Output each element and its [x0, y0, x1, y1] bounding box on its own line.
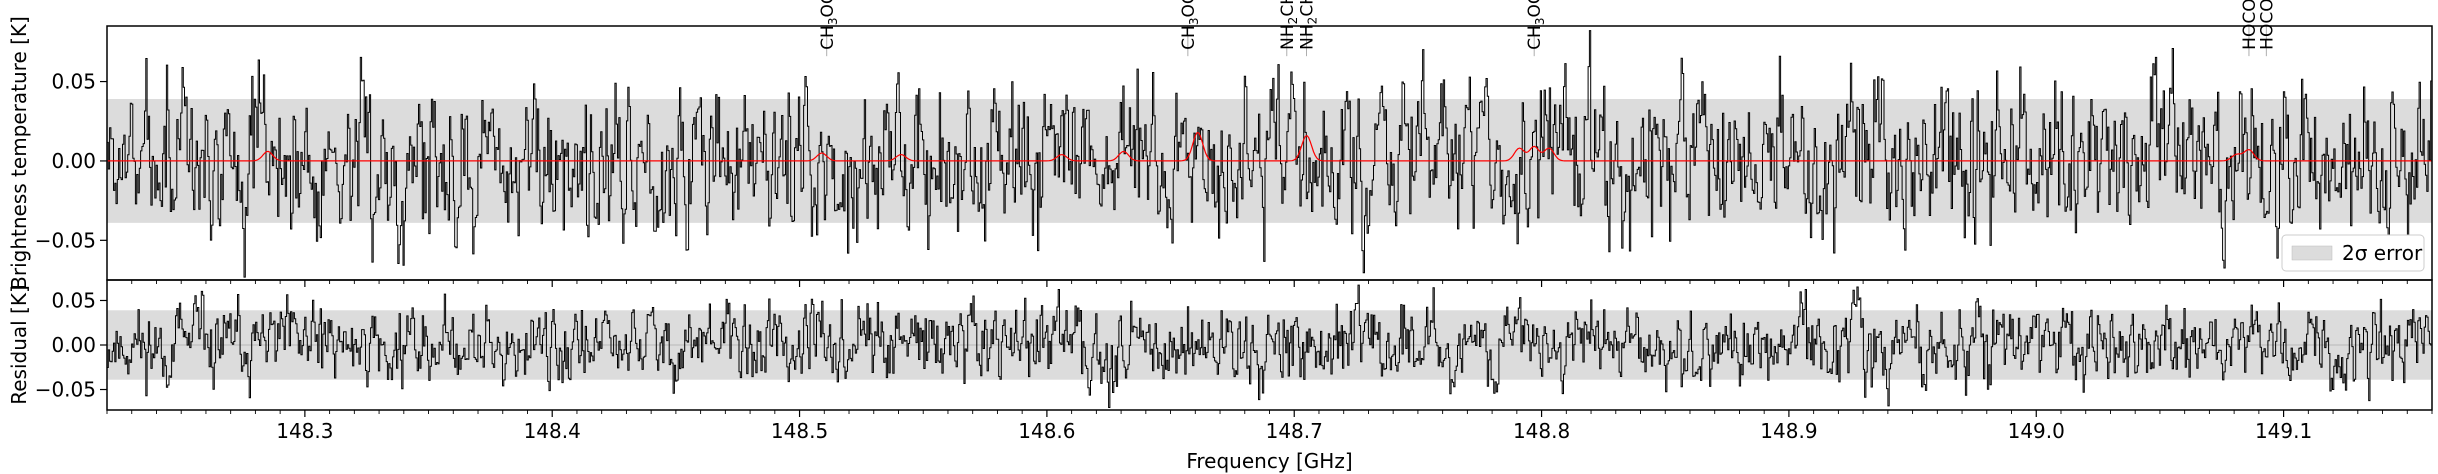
- legend: 2σ error: [2281, 234, 2425, 272]
- spectrum-y-ticks: 0.05 0.00 −0.05: [35, 70, 107, 252]
- legend-label-error: 2σ error: [2342, 241, 2423, 265]
- x-tick-label: 149.1: [2255, 419, 2312, 443]
- x-tick-label: 148.9: [1760, 419, 1817, 443]
- residual-x-ticks: 148.3 148.4 148.5 148.6 148.7 148.8 148.9 149.0…: [106, 410, 2433, 443]
- x-tick-label: 148.7: [1266, 419, 1323, 443]
- residual-spectrum-line: [107, 284, 2433, 408]
- spectrum-panel: CH3OCHO CH3OCHO NH2CHONH2CHO CH3OCHO HOCO+HO…: [7, 0, 2433, 290]
- line-id-labels: CH3OCHO CH3OCHO NH2CHONH2CHO CH3OCHO HOCO+HO…: [818, 0, 2277, 57]
- residual-panel: 0.050.00−0.05 148.3 148.4 148.5 148.6 148.7 1…: [7, 279, 2433, 473]
- legend-box: [2281, 234, 2425, 272]
- x-tick-label: 148.8: [1513, 419, 1570, 443]
- y-tick-label: −0.05: [35, 228, 96, 252]
- line-id-label: CH3OCHO: [818, 0, 840, 50]
- x-tick-label: 148.6: [1018, 419, 1075, 443]
- y-tick-label: 0.00: [51, 333, 96, 357]
- line-id-label: NH2CHO: [1278, 0, 1300, 50]
- y-tick-label: 0.05: [51, 288, 96, 312]
- y-tick-label: −0.05: [35, 378, 96, 402]
- y-tick-label: 0.05: [51, 70, 96, 94]
- x-tick-label: 148.4: [524, 419, 581, 443]
- model-spectrum-line: [107, 131, 2432, 162]
- x-tick-label: 148.3: [276, 419, 333, 443]
- spectrum-y-axis-title: Brightness temperature [K]: [7, 16, 31, 290]
- x-axis-title: Frequency [GHz]: [1186, 449, 1352, 473]
- legend-swatch-error: [2291, 245, 2333, 261]
- line-id-label: HOCO+: [2254, 0, 2277, 50]
- line-id-label: CH3OCHO: [1525, 0, 1547, 50]
- line-id-label: HOCO+: [2237, 0, 2260, 50]
- x-tick-label: 148.5: [771, 419, 828, 443]
- residual-y-ticks: 0.05 0.00 −0.05: [35, 288, 107, 402]
- spectrum-x-ticks: [106, 280, 2433, 287]
- y-tick-label: 0.00: [51, 149, 96, 173]
- line-id-label: CH3OCHO: [1179, 0, 1201, 50]
- residual-y-axis-title: Residual [K]: [7, 285, 31, 405]
- observed-spectrum-line: [107, 30, 2433, 278]
- x-tick-label: 149.0: [2008, 419, 2065, 443]
- line-id-label: NH2CHO: [1298, 0, 1320, 50]
